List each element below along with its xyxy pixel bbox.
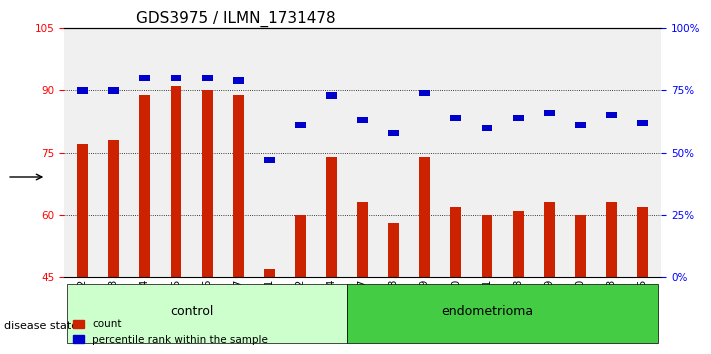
Bar [357,117,368,124]
Bar [295,215,306,277]
Bar [637,206,648,277]
Bar [295,122,306,129]
Bar [77,144,88,277]
Bar [513,211,523,277]
Bar [326,157,337,277]
Bar [606,202,617,277]
Bar [575,122,586,129]
Bar [171,86,181,277]
Bar [513,115,523,121]
Text: endometrioma: endometrioma [441,306,533,319]
Bar [481,215,493,277]
Bar [451,115,461,121]
Bar [481,125,493,131]
Bar [264,157,274,163]
Bar [108,87,119,93]
Bar [139,75,150,81]
FancyBboxPatch shape [347,284,658,343]
Bar [388,223,399,277]
Bar [139,95,150,277]
Bar [544,202,555,277]
Bar [544,110,555,116]
Bar [637,120,648,126]
Bar [326,92,337,98]
Text: control: control [170,306,213,319]
FancyBboxPatch shape [67,284,347,343]
Bar [171,75,181,81]
Bar [419,90,430,96]
Bar [232,78,244,84]
Bar [108,140,119,277]
Bar [357,202,368,277]
Bar [575,215,586,277]
Bar [77,87,88,93]
Bar [388,130,399,136]
Bar [264,269,274,277]
Bar [232,95,244,277]
Bar [202,75,213,81]
Legend: count, percentile rank within the sample: count, percentile rank within the sample [69,315,272,349]
Bar [451,206,461,277]
Text: GDS3975 / ILMN_1731478: GDS3975 / ILMN_1731478 [136,11,336,27]
Bar [606,112,617,119]
Text: disease state: disease state [4,321,77,331]
Bar [202,91,213,277]
Bar [419,157,430,277]
